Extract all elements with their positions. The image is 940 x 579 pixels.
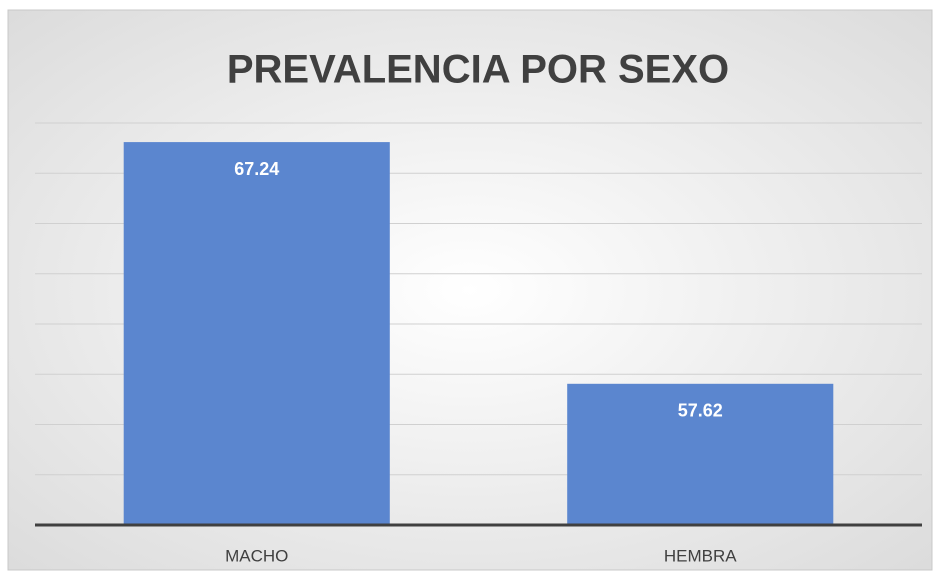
chart-title: PREVALENCIA POR SEXO xyxy=(227,48,729,92)
data-label: 57.62 xyxy=(678,401,723,421)
bar xyxy=(567,383,834,525)
x-tick-label: HEMBRA xyxy=(664,546,737,565)
x-tick-label: MACHO xyxy=(225,546,288,565)
data-label: 67.24 xyxy=(234,159,279,179)
bar xyxy=(123,142,390,525)
